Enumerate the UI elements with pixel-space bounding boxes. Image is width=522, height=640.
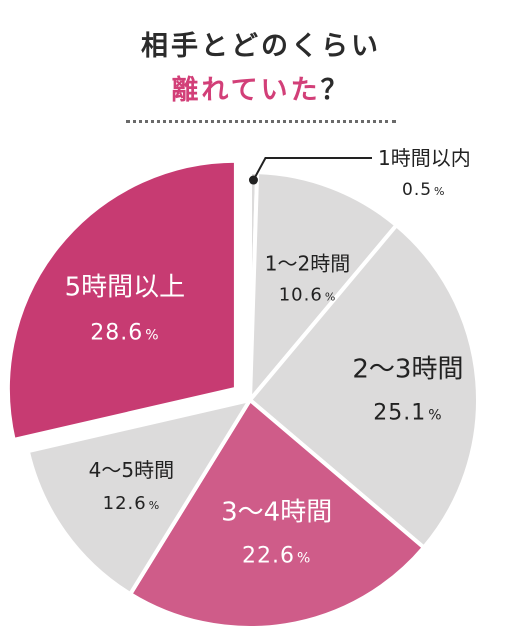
chart-title-text: 相手とどのくらい [141, 31, 381, 62]
leader-line [252, 157, 372, 181]
slice-label: 1～2時間 [265, 252, 350, 276]
title-divider [126, 120, 396, 123]
slice-value: 0.5% [402, 180, 446, 200]
chart-title-line1: 相手とどのくらい [0, 24, 522, 63]
slice-label: 2～3時間 [352, 354, 463, 384]
pie-slice [25, 398, 252, 597]
pie-slice [128, 398, 426, 630]
slice-label: 5時間以上 [65, 273, 186, 303]
chart-title-accent: 離れていた [171, 75, 321, 106]
slice-value: 25.1% [373, 400, 442, 425]
chart-title-line2: 離れていた？ [0, 68, 522, 107]
slice-value: 22.6% [242, 544, 311, 569]
pie-slice [248, 223, 480, 550]
pie-slice [5, 158, 238, 442]
slice-label: 1時間以内 [378, 146, 471, 170]
slice-value: 28.6% [90, 321, 159, 346]
leader-layer [248, 157, 372, 185]
slice-value: 10.6% [279, 285, 337, 306]
slice-value: 12.6% [103, 493, 161, 514]
pie-slice [248, 170, 399, 402]
pie-labels: 1時間以内 0.5 % 1～2時間 10.6 % 2～3時間 25.1 % 3～4時間 22.6 % 4… [65, 146, 471, 569]
slice-label: 3～4時間 [221, 498, 332, 528]
chart-title-question-mark: ？ [320, 75, 351, 106]
slice-label: 4～5時間 [89, 458, 174, 482]
pie-slices [5, 158, 480, 630]
